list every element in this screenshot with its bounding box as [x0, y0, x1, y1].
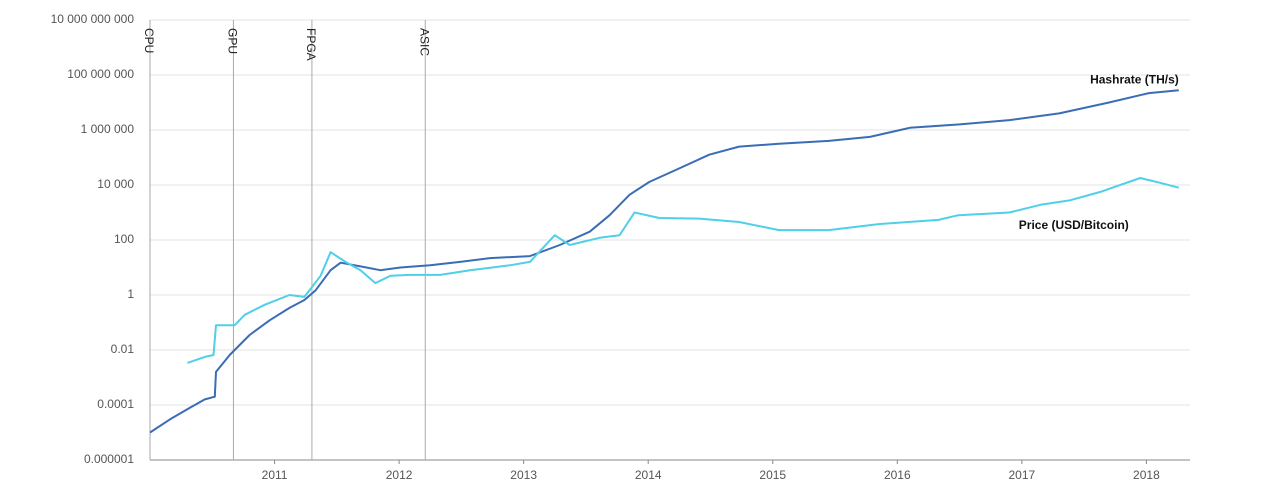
x-tick-label: 2015: [759, 468, 786, 482]
event-label: FPGA: [304, 28, 318, 61]
y-tick-label: 0.000001: [84, 452, 134, 466]
series-line: [187, 177, 1180, 364]
x-tick-label: 2017: [1009, 468, 1036, 482]
event-label: GPU: [226, 28, 240, 54]
x-tick-label: 2016: [884, 468, 911, 482]
x-tick-label: 2018: [1133, 468, 1160, 482]
y-tick-label: 10 000: [97, 177, 134, 191]
event-label: ASIC: [417, 28, 431, 56]
x-tick-label: 2012: [386, 468, 413, 482]
y-tick-label: 100 000 000: [67, 67, 134, 81]
event-label: CPU: [142, 28, 156, 53]
x-tick-label: 2014: [635, 468, 662, 482]
series-label: Price (USD/Bitcoin): [1019, 218, 1129, 232]
y-tick-label: 0.01: [111, 342, 135, 356]
series-line: [149, 89, 1179, 434]
series-label: Hashrate (TH/s): [1090, 72, 1179, 86]
y-tick-label: 0.0001: [97, 397, 134, 411]
y-tick-label: 10 000 000 000: [51, 12, 135, 26]
x-tick-label: 2011: [262, 468, 288, 482]
x-tick-label: 2013: [510, 468, 537, 482]
y-tick-label: 1: [127, 287, 134, 301]
y-tick-label: 100: [114, 232, 134, 246]
y-tick-label: 1 000 000: [81, 122, 135, 136]
